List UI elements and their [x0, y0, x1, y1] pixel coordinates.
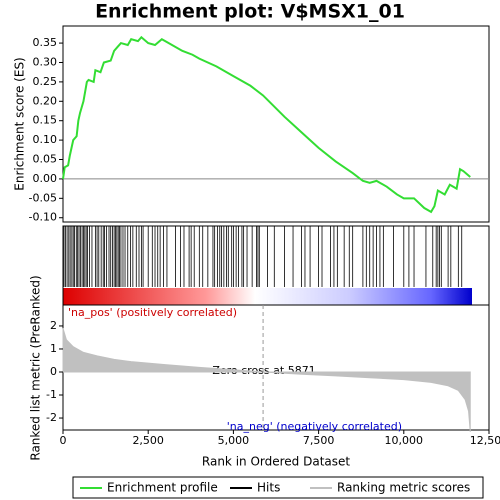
y-tick-label: 0.20	[33, 94, 58, 107]
y-tick-label: 0.35	[33, 36, 58, 49]
neg-label: 'na_neg' (negatively correlated)	[227, 420, 402, 433]
y-tick-label: -1	[46, 388, 57, 401]
color-bar	[63, 288, 472, 305]
x-tick-label: 0	[60, 434, 67, 447]
y-tick-label: 2	[50, 319, 57, 332]
x-tick-label: 7,500	[303, 434, 335, 447]
y-axis-label: Enrichment score (ES)	[13, 57, 27, 190]
legend-label: Hits	[257, 481, 280, 495]
y-tick-label: -0.05	[29, 191, 57, 204]
y-tick-label: -0.10	[29, 211, 57, 224]
y-tick-label: -2	[46, 411, 57, 424]
x-tick-label: 2,500	[132, 434, 164, 447]
y-tick-label: 1	[50, 342, 57, 355]
y-tick-label: 0.30	[33, 55, 58, 68]
chart-title: Enrichment plot: V$MSX1_01	[95, 1, 405, 23]
y-tick-label: 0.05	[33, 153, 58, 166]
x-axis-label: Rank in Ordered Dataset	[202, 455, 350, 469]
y-tick-label: 0.00	[33, 172, 58, 185]
y-tick-label: 0.10	[33, 133, 58, 146]
es-frame	[62, 25, 490, 223]
es-line	[62, 35, 471, 214]
legend-label: Enrichment profile	[107, 481, 218, 495]
y-tick-label: 0.25	[33, 75, 58, 88]
y-axis-label: Ranked list metric (PreRanked)	[29, 275, 43, 460]
pos-label: 'na_pos' (positively correlated)	[68, 306, 237, 319]
metric-area	[62, 328, 471, 432]
legend-label: Ranking metric scores	[337, 481, 470, 495]
y-tick-label: 0.15	[33, 114, 58, 127]
legend	[72, 476, 484, 499]
x-tick-label: 5,000	[218, 434, 250, 447]
x-tick-label: 10,000	[385, 434, 424, 447]
y-tick-label: 0	[50, 365, 57, 378]
x-tick-label: 12,500	[470, 434, 500, 447]
